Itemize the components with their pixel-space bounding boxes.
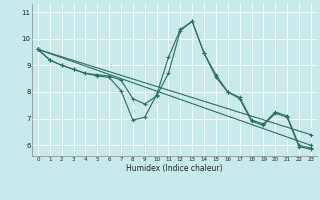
X-axis label: Humidex (Indice chaleur): Humidex (Indice chaleur)	[126, 164, 223, 173]
